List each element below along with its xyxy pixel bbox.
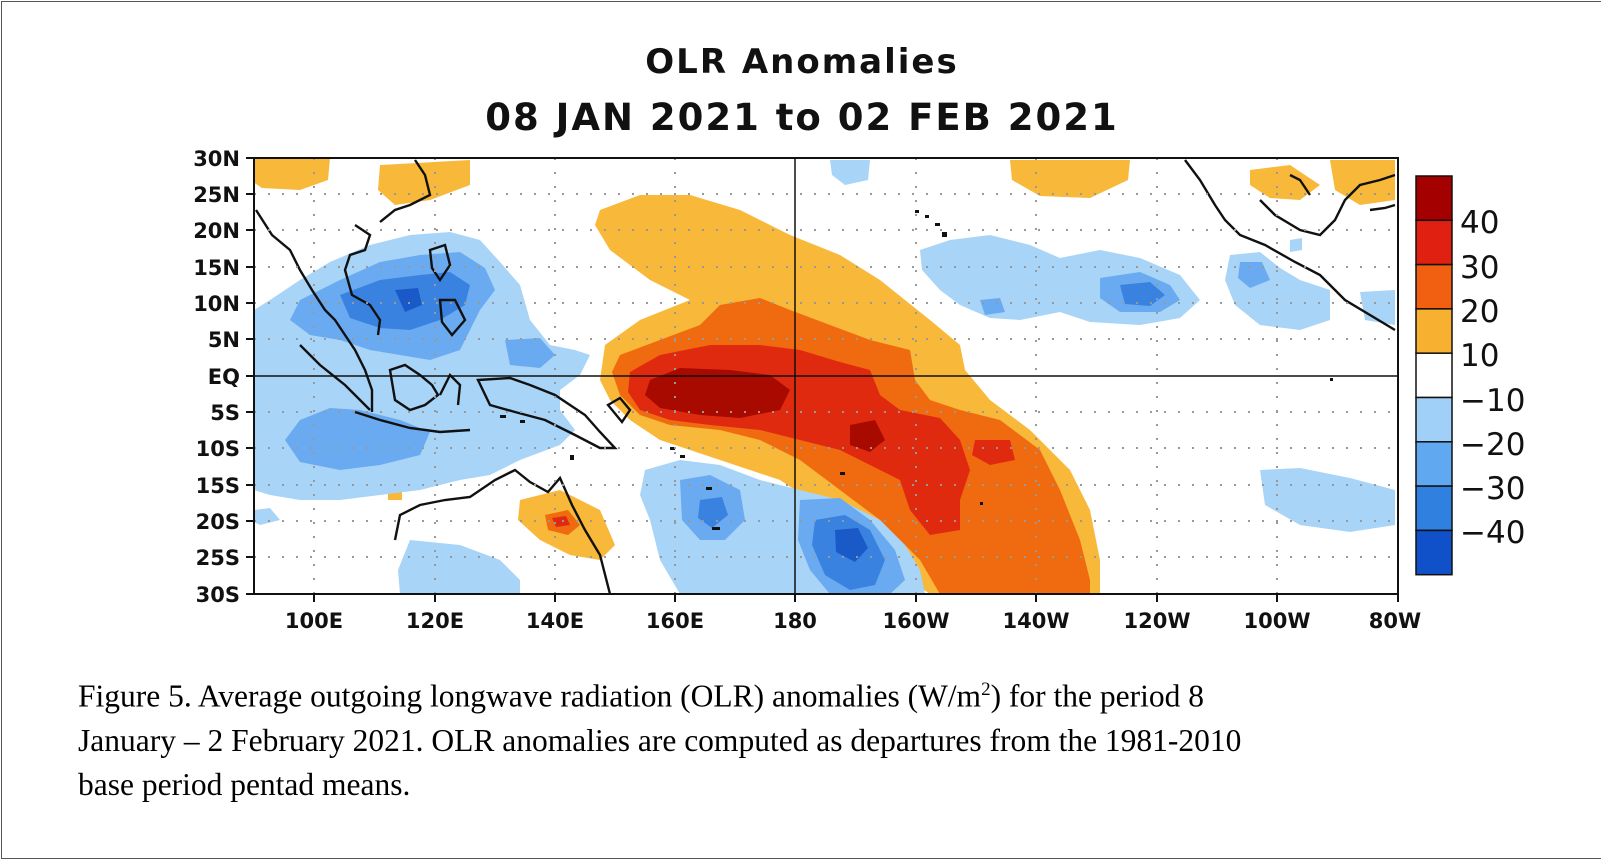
caption-line-1: Figure 5. Average outgoing longwave radi… bbox=[78, 678, 1204, 714]
colorbar-swatch bbox=[1415, 308, 1453, 354]
map-subtitle: 08 JAN 2021 to 02 FEB 2021 bbox=[485, 96, 1119, 139]
lon-label: 120W bbox=[1124, 609, 1191, 633]
lon-labels: 100E 120E 140E 160E 180 160W 140W 120W 1… bbox=[285, 609, 1421, 633]
islands bbox=[500, 210, 1333, 530]
lon-label: 120E bbox=[406, 609, 464, 633]
colorbar-swatch bbox=[1415, 441, 1453, 487]
lat-label: 20S bbox=[196, 510, 240, 534]
lat-label: 15S bbox=[196, 474, 240, 498]
axis-ticks bbox=[246, 157, 1399, 602]
caption-line-2: January – 2 February 2021. OLR anomalies… bbox=[78, 722, 1242, 758]
map-title: OLR Anomalies bbox=[645, 42, 959, 82]
lat-label: 5N bbox=[208, 328, 240, 352]
lon-label: 100E bbox=[285, 609, 343, 633]
figure-caption: Figure 5. Average outgoing longwave radi… bbox=[78, 668, 1558, 807]
grid-lines bbox=[254, 158, 1398, 594]
colorbar-swatch bbox=[1415, 175, 1453, 222]
colorbar-label: −40 bbox=[1460, 515, 1525, 551]
colorbar-label: 30 bbox=[1460, 250, 1499, 286]
colorbar-label: −30 bbox=[1460, 471, 1525, 507]
colorbar-label: 40 bbox=[1460, 205, 1499, 241]
lon-label: 100W bbox=[1244, 609, 1311, 633]
colorbar: 40 30 20 10 −10 −20 −30 −40 bbox=[1415, 175, 1525, 576]
lon-label: 80W bbox=[1369, 609, 1421, 633]
lat-label: 30S bbox=[196, 583, 240, 607]
colorbar-swatch bbox=[1415, 352, 1453, 399]
lon-label: 160E bbox=[646, 609, 704, 633]
lon-label: 140E bbox=[526, 609, 584, 633]
colorbar-label: −10 bbox=[1460, 383, 1525, 419]
coastlines bbox=[254, 159, 1396, 594]
lon-label: 140W bbox=[1003, 609, 1070, 633]
lat-label: EQ bbox=[208, 365, 240, 389]
negative-anomaly-40 bbox=[395, 288, 868, 562]
lat-label: 15N bbox=[193, 256, 240, 280]
lat-label: 20N bbox=[193, 219, 240, 243]
colorbar-swatch bbox=[1415, 396, 1453, 443]
anomaly-field bbox=[254, 158, 1398, 594]
lon-label: 160W bbox=[883, 609, 950, 633]
lat-label: 10S bbox=[196, 437, 240, 461]
lat-label: 5S bbox=[210, 401, 240, 425]
lat-label: 30N bbox=[193, 147, 240, 171]
lat-label: 25N bbox=[193, 183, 240, 207]
colorbar-swatch bbox=[1415, 219, 1453, 266]
positive-anomaly-40 bbox=[645, 368, 885, 452]
caption-line-3: base period pentad means. bbox=[78, 766, 411, 802]
colorbar-label: 10 bbox=[1460, 338, 1499, 374]
colorbar-swatch bbox=[1415, 529, 1453, 576]
lat-label: 25S bbox=[196, 546, 240, 570]
colorbar-label: 20 bbox=[1460, 294, 1499, 330]
colorbar-label: −20 bbox=[1460, 427, 1525, 463]
colorbar-swatch bbox=[1415, 263, 1453, 310]
lon-label: 180 bbox=[773, 609, 817, 633]
lat-label: 10N bbox=[193, 292, 240, 316]
colorbar-swatch bbox=[1415, 485, 1453, 532]
lat-labels: 30N 25N 20N 15N 10N 5N EQ 5S 10S 15S 20S… bbox=[193, 147, 240, 607]
